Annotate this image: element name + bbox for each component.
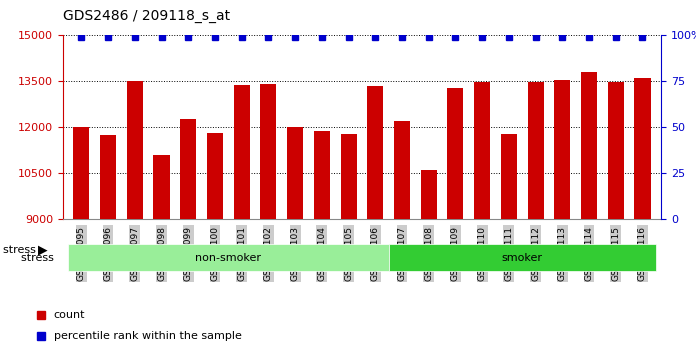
Bar — [448, 88, 464, 219]
Bar — [207, 133, 223, 219]
Text: percentile rank within the sample: percentile rank within the sample — [54, 331, 242, 341]
Bar — [608, 82, 624, 219]
Text: non-smoker: non-smoker — [196, 252, 261, 263]
Bar — [474, 82, 490, 219]
Text: ▶: ▶ — [38, 243, 48, 256]
Bar — [528, 82, 544, 219]
Bar — [635, 78, 651, 219]
Bar — [260, 85, 276, 219]
Bar — [100, 135, 116, 219]
Bar — [367, 86, 383, 219]
Text: count: count — [54, 310, 85, 320]
Text: GDS2486 / 209118_s_at: GDS2486 / 209118_s_at — [63, 9, 230, 23]
Bar — [287, 127, 303, 219]
Bar — [420, 170, 437, 219]
FancyBboxPatch shape — [388, 244, 656, 271]
FancyBboxPatch shape — [68, 244, 388, 271]
Text: stress: stress — [3, 245, 40, 255]
Bar — [234, 85, 250, 219]
Bar — [340, 134, 356, 219]
Bar — [180, 119, 196, 219]
Bar — [73, 127, 89, 219]
Bar — [581, 72, 597, 219]
Bar — [154, 155, 170, 219]
Text: stress: stress — [21, 252, 57, 263]
Bar — [314, 131, 330, 219]
Bar — [394, 121, 410, 219]
Bar — [501, 134, 517, 219]
Bar — [554, 80, 570, 219]
Text: smoker: smoker — [502, 252, 543, 263]
Bar — [127, 81, 143, 219]
